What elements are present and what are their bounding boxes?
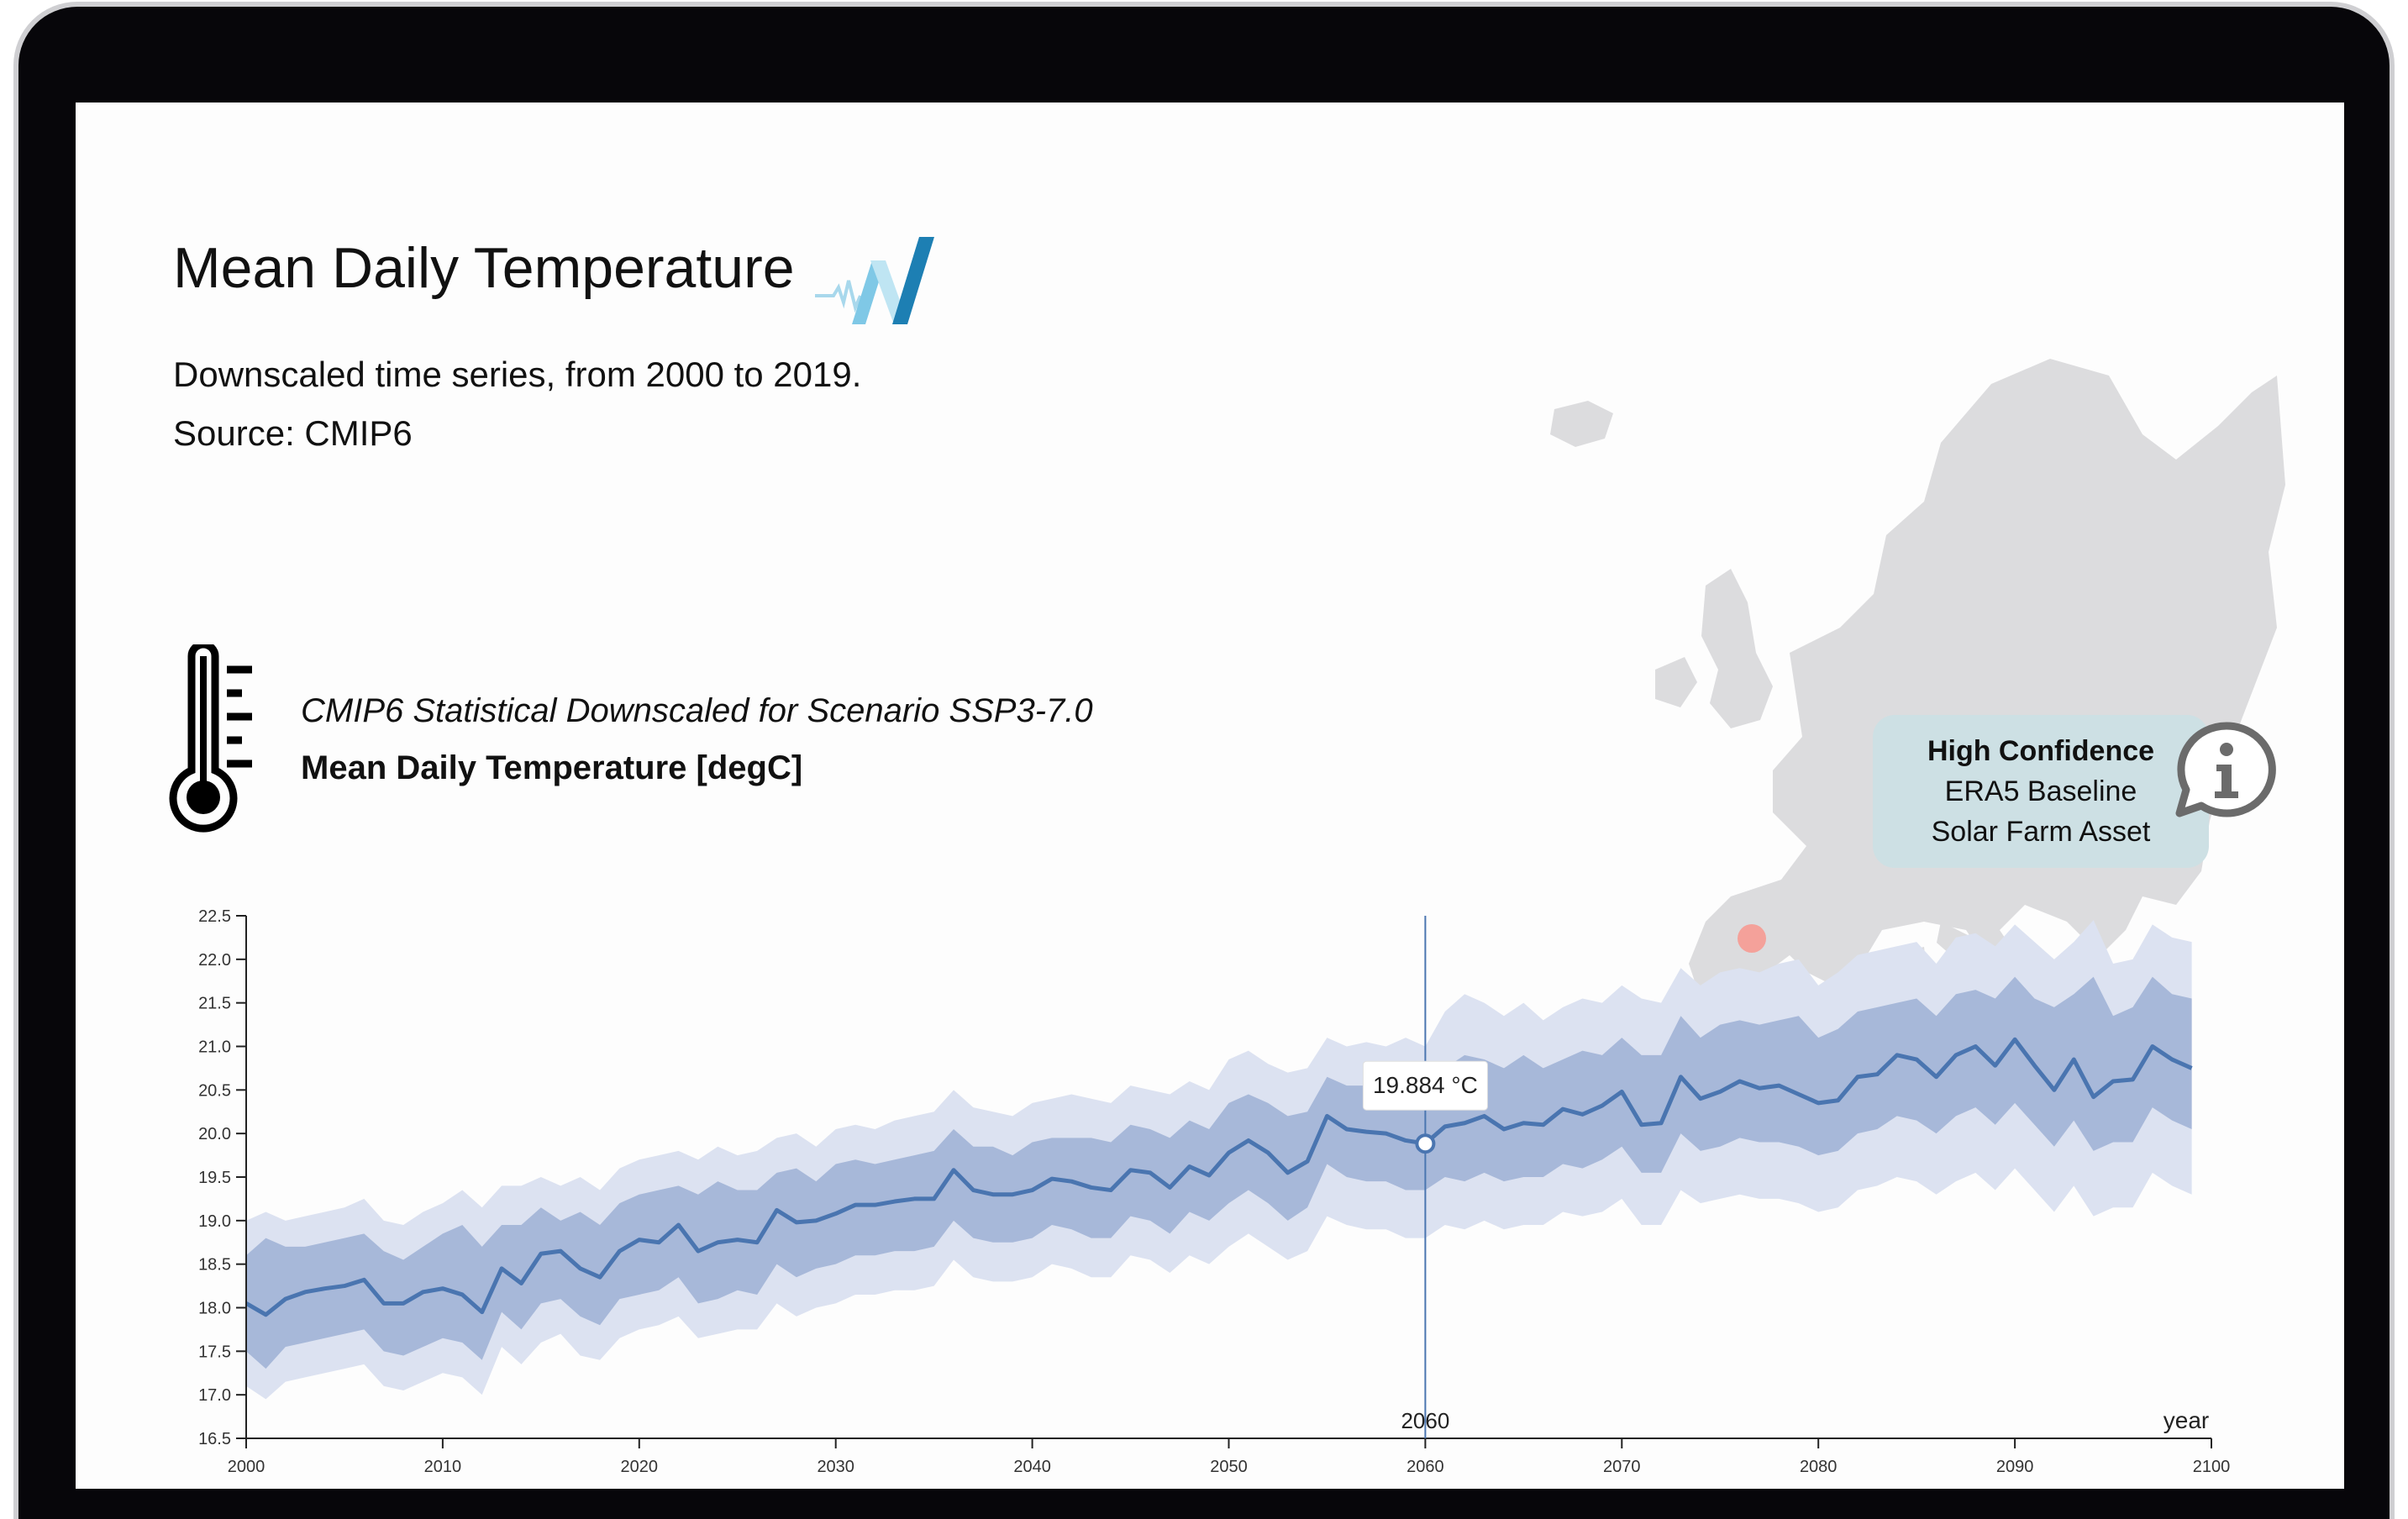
tooltip-value: 19.884 °C xyxy=(1373,1072,1478,1098)
y-tick-label: 17.0 xyxy=(198,1386,231,1405)
map-britain xyxy=(1701,569,1773,728)
dashboard-screen: Mean Daily Temperature Downscaled time s… xyxy=(76,102,2344,1489)
y-tick-label: 21.5 xyxy=(198,995,231,1013)
mean-temperature-line[interactable] xyxy=(244,1037,2193,1317)
tooltip-box xyxy=(1362,1060,1488,1111)
y-tick-label: 18.5 xyxy=(198,1256,231,1275)
y-tick-label: 17.5 xyxy=(198,1343,231,1361)
x-tick-label: 2080 xyxy=(1800,1458,1838,1476)
page-title: Mean Daily Temperature xyxy=(173,236,795,300)
x-tick-label: 2050 xyxy=(1210,1458,1248,1476)
y-tick-label: 19.5 xyxy=(198,1169,231,1187)
x-tick-label: 2000 xyxy=(228,1458,266,1476)
y-tick-label: 18.0 xyxy=(198,1300,231,1318)
map-iceland xyxy=(1550,401,1613,447)
confidence-badge: High Confidence ERA5 Baseline Solar Farm… xyxy=(1873,715,2209,868)
info-speech-icon[interactable] xyxy=(2174,719,2279,818)
asset-location-marker[interactable] xyxy=(1738,924,1766,953)
x-tick-label: 2100 xyxy=(2193,1458,2231,1476)
y-tick-label: 20.0 xyxy=(198,1125,231,1143)
y-tick-label: 22.5 xyxy=(198,907,231,926)
x-tick-label: 2070 xyxy=(1603,1458,1641,1476)
thermometer-icon xyxy=(169,644,252,833)
y-tick-label: 21.0 xyxy=(198,1038,231,1057)
x-tick-label: 2010 xyxy=(424,1458,462,1476)
badge-asset: Solar Farm Asset xyxy=(1931,816,2151,848)
x-tick-label: 2060 xyxy=(1406,1458,1444,1476)
y-tick-label: 19.0 xyxy=(198,1212,231,1231)
x-axis-label: year xyxy=(2164,1407,2209,1433)
hover-year-label: 2060 xyxy=(1401,1408,1449,1433)
source-label: Source: CMIP6 xyxy=(173,413,413,453)
hover-point[interactable] xyxy=(1415,1133,1436,1154)
subtitle: Downscaled time series, from 2000 to 201… xyxy=(173,355,862,394)
y-tick-label: 22.0 xyxy=(198,951,231,970)
inner-confidence-band xyxy=(246,976,2192,1369)
x-tick-label: 2030 xyxy=(817,1458,854,1476)
x-tick-label: 2020 xyxy=(621,1458,659,1476)
x-tick-label: 2040 xyxy=(1013,1458,1051,1476)
metric-label: Mean Daily Temperature [degC] xyxy=(301,749,803,786)
brand-logo-icon xyxy=(815,237,934,324)
badge-confidence: High Confidence xyxy=(1927,735,2155,767)
scenario-label: CMIP6 Statistical Downscaled for Scenari… xyxy=(301,692,1093,729)
y-tick-label: 16.5 xyxy=(198,1430,231,1448)
badge-baseline: ERA5 Baseline xyxy=(1944,775,2137,807)
x-tick-label: 2090 xyxy=(1996,1458,2034,1476)
temperature-chart: 16.5 17.0 17.5 18.0 18.5 19.0 19.5 20.0 20.5 21.0… xyxy=(198,907,2231,1476)
y-tick-label: 20.5 xyxy=(198,1081,231,1100)
map-ireland xyxy=(1655,657,1697,707)
